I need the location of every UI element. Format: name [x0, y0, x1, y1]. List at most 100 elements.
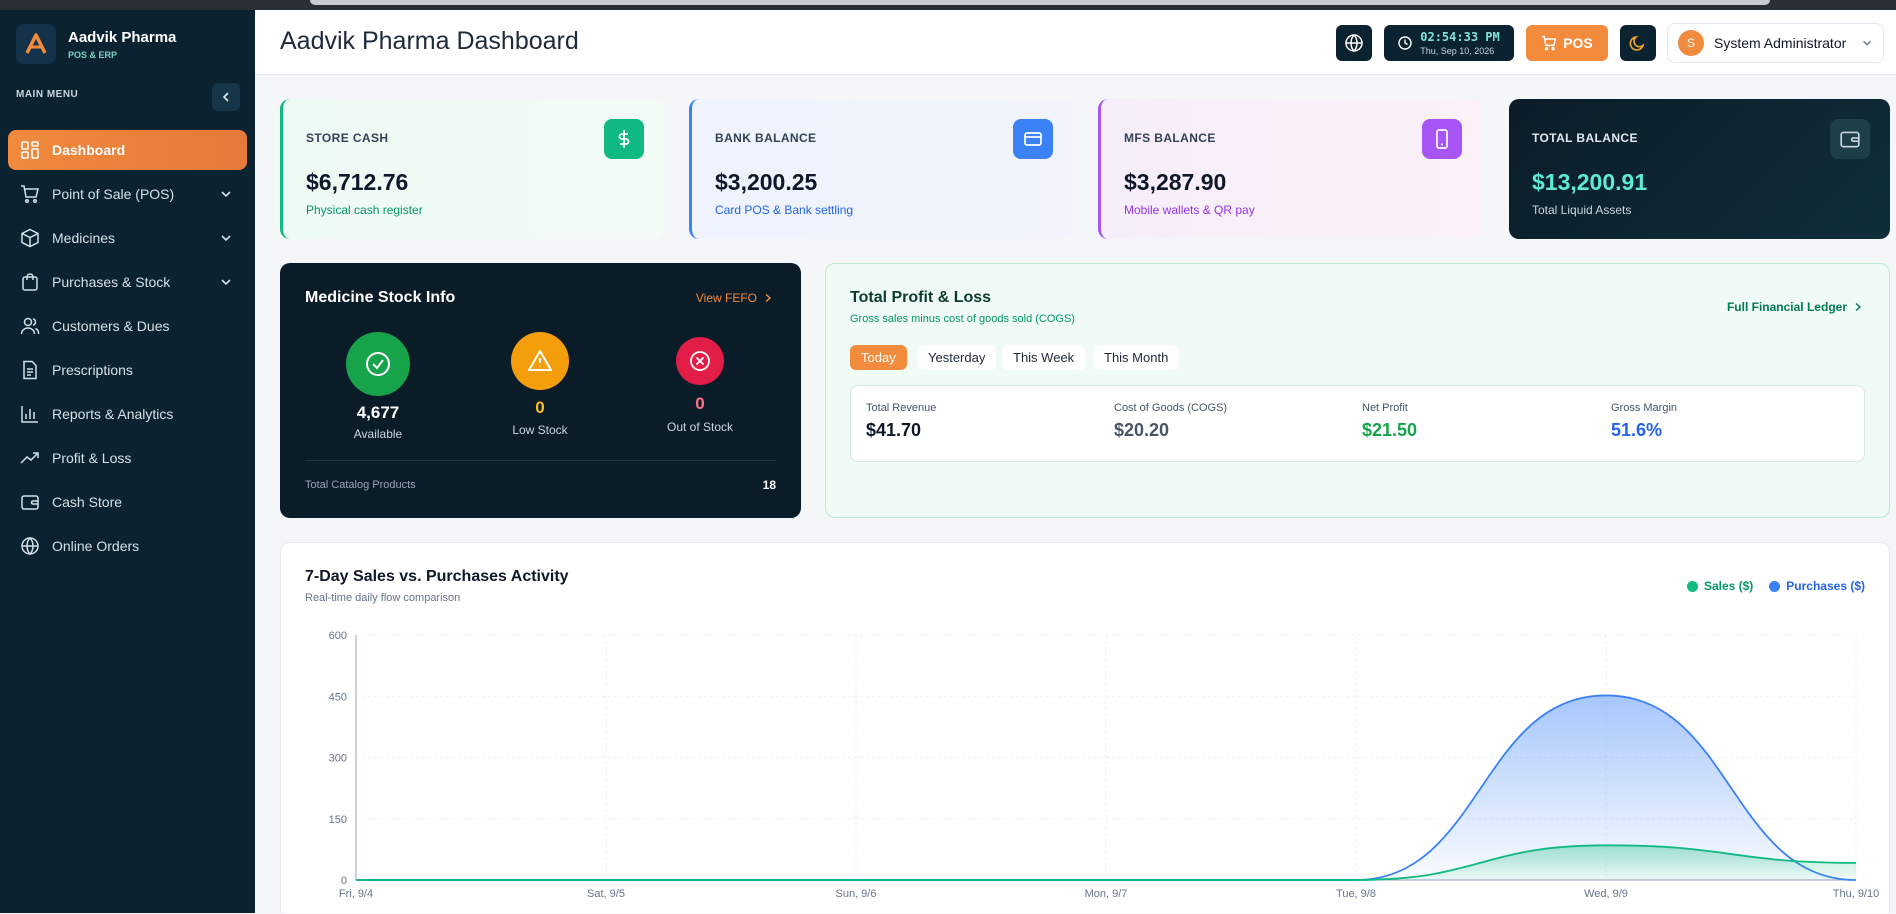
collapse-sidebar-button[interactable]: [212, 83, 240, 111]
x-tick-label: Mon, 9/7: [1085, 888, 1128, 900]
series-line-0: [355, 844, 1857, 881]
cart-icon: [21, 185, 39, 204]
view-fefo-link[interactable]: View FEFO: [696, 291, 773, 305]
phone-icon: [1422, 119, 1462, 159]
tab-today[interactable]: Today: [850, 345, 907, 370]
cogs-label: Cost of Goods (COGS): [1114, 402, 1228, 414]
x-tick-label: Tue, 9/8: [1336, 888, 1376, 900]
sidebar-item-reports[interactable]: Reports & Analytics: [8, 394, 247, 434]
brand-subtitle: POS & ERP: [68, 49, 118, 60]
card-value: $6,712.76: [306, 169, 409, 195]
sidebar-item-label: Medicines: [52, 230, 116, 246]
avatar: S: [1678, 30, 1704, 56]
card-label: MFS BALANCE: [1124, 131, 1216, 145]
sidebar-item-label: Point of Sale (POS): [52, 186, 175, 202]
available-check-icon: [346, 332, 410, 396]
x-tick-label: Sat, 9/5: [587, 888, 625, 900]
y-tick-label: 0: [341, 875, 347, 887]
sidebar-item-label: Dashboard: [52, 142, 126, 158]
sidebar-item-cash-store[interactable]: Cash Store: [8, 482, 247, 522]
pl-title: Total Profit & Loss: [850, 289, 992, 306]
browser-tab-bar: [310, 0, 1770, 5]
sidebar-item-label: Cash Store: [52, 494, 123, 510]
box-icon: [21, 228, 39, 248]
tab-this-month[interactable]: This Month: [1093, 345, 1180, 370]
out-of-stock-value: 0: [695, 394, 705, 413]
available-value: 4,677: [356, 403, 400, 422]
grid-icon: [21, 141, 39, 159]
legend-purchases: Purchases ($): [1786, 579, 1865, 593]
user-menu[interactable]: S System Administrator: [1667, 23, 1884, 63]
x-tick-label: Thu, 9/10: [1833, 888, 1879, 900]
y-tick-label: 150: [329, 814, 347, 826]
bag-icon: [22, 273, 38, 291]
card-label: TOTAL BALANCE: [1532, 131, 1638, 145]
full-ledger-link[interactable]: Full Financial Ledger: [1727, 300, 1863, 314]
sidebar-item-customers[interactable]: Customers & Dues: [8, 306, 247, 346]
sidebar-item-prescriptions[interactable]: Prescriptions: [8, 350, 247, 390]
card-subtitle: Total Liquid Assets: [1532, 203, 1632, 217]
gross-margin-metric: Gross Margin 51.6%: [1611, 402, 1677, 441]
y-tick-label: 450: [329, 691, 347, 703]
language-button[interactable]: [1336, 25, 1372, 61]
chevron-right-icon: [1855, 302, 1862, 312]
cogs-metric: Cost of Goods (COGS) $20.20: [1114, 402, 1227, 441]
chart-subtitle: Real-time daily flow comparison: [305, 592, 461, 604]
low-stock-value: 0: [535, 398, 545, 417]
bank-balance-card: BANK BALANCE $3,200.25 Card POS & Bank s…: [689, 99, 1073, 239]
gross-margin-label: Gross Margin: [1611, 402, 1678, 414]
chart-title: 7-Day Sales vs. Purchases Activity: [305, 568, 569, 585]
clock-widget: 02:54:33 PM Thu, Sep 10, 2026: [1384, 25, 1514, 61]
net-profit-value: $21.50: [1362, 420, 1418, 440]
net-profit-label: Net Profit: [1362, 402, 1408, 414]
legend-swatch-sales: [1686, 580, 1698, 592]
sidebar: Aadvik Pharma POS & ERP MAIN MENU Dashbo…: [0, 10, 255, 913]
main-nav: Dashboard Point of Sale (POS) Medicines …: [8, 130, 247, 570]
chevron-down-icon: [221, 279, 231, 286]
sidebar-item-online-orders[interactable]: Online Orders: [8, 526, 247, 566]
sidebar-item-label: Purchases & Stock: [52, 274, 171, 290]
card-subtitle: Mobile wallets & QR pay: [1124, 203, 1255, 217]
cogs-value: $20.20: [1114, 420, 1170, 440]
divider: [305, 460, 776, 461]
page-title: Aadvik Pharma Dashboard: [280, 27, 579, 55]
card-icon: [1013, 119, 1053, 159]
full-ledger-label: Full Financial Ledger: [1726, 300, 1847, 314]
available-label: Available: [353, 427, 403, 441]
clock-date: Thu, Sep 10, 2026: [1420, 46, 1495, 56]
sidebar-item-label: Reports & Analytics: [52, 406, 174, 422]
pl-subtitle: Gross sales minus cost of goods sold (CO…: [850, 313, 1075, 325]
sidebar-item-purchases[interactable]: Purchases & Stock: [8, 262, 247, 302]
wallet-icon: [21, 495, 39, 510]
area-chart: 0 150 300 450 600 Fri, 9/4 Sat, 9/5 Sun, 9/6 Mon…: [329, 630, 1880, 900]
net-profit-metric: Net Profit $21.50: [1362, 402, 1417, 441]
theme-toggle-button[interactable]: [1620, 25, 1656, 61]
out-of-stock-icon: [676, 337, 724, 385]
pos-button[interactable]: POS: [1526, 25, 1608, 61]
card-value: $3,200.25: [715, 169, 818, 195]
menu-label: MAIN MENU: [16, 89, 79, 100]
y-tick-label: 600: [329, 630, 347, 642]
chevron-right-icon: [765, 293, 772, 303]
pos-button-label: POS: [1563, 35, 1593, 51]
tab-this-week[interactable]: This Week: [1002, 345, 1086, 370]
x-tick-label: Fri, 9/4: [339, 888, 373, 900]
profit-loss-card: Total Profit & Loss Gross sales minus co…: [825, 263, 1890, 518]
store-cash-card: STORE CASH $6,712.76 Physical cash regis…: [280, 99, 664, 239]
sidebar-item-profit-loss[interactable]: Profit & Loss: [8, 438, 247, 478]
tab-yesterday[interactable]: Yesterday: [917, 345, 997, 370]
users-icon: [20, 317, 40, 335]
y-tick-label: 300: [329, 753, 347, 765]
pl-metrics: Total Revenue $41.70 Cost of Goods (COGS…: [850, 385, 1865, 462]
x-tick-label: Sun, 9/6: [836, 888, 877, 900]
low-stock-label: Low Stock: [512, 423, 568, 437]
top-header: Aadvik Pharma Dashboard 02:54:33 PM Thu,…: [255, 10, 1896, 75]
chart-legend: Sales ($) Purchases ($): [1686, 579, 1865, 593]
wallet-icon: [1830, 119, 1870, 159]
sidebar-item-medicines[interactable]: Medicines: [8, 218, 247, 258]
sidebar-item-pos[interactable]: Point of Sale (POS): [8, 174, 247, 214]
view-fefo-label: View FEFO: [695, 291, 757, 305]
sidebar-item-dashboard[interactable]: Dashboard: [8, 130, 247, 170]
card-value: $3,287.90: [1124, 169, 1227, 195]
warning-icon: [511, 332, 569, 390]
